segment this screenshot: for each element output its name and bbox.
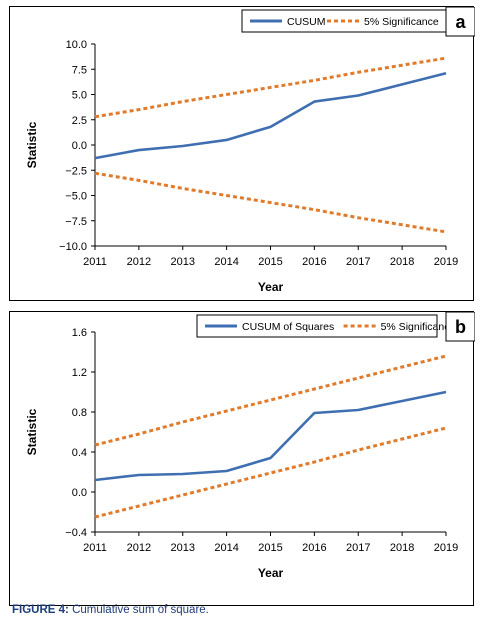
chart-a-x-tick-label: 2016 — [302, 256, 326, 268]
figure-caption: FIGURE 4: Cumulative sum of square. — [12, 604, 209, 616]
figure-caption-text: Cumulative sum of square. — [72, 604, 209, 616]
chart-b-x-tick-label: 2012 — [127, 542, 151, 554]
chart-b-series-1-line — [94, 354, 447, 447]
chart-a-y-tick-label: 7.5 — [72, 64, 87, 76]
chart-a-y-axis-title: Statistic — [25, 121, 39, 168]
chart-b-legend-label-0: CUSUM of Squares — [242, 321, 334, 333]
chart-b-y-tick-label: 0.8 — [72, 407, 87, 419]
chart-b-legend: CUSUM of Squares 5% Significance — [196, 314, 456, 338]
chart-a-series-0-line — [94, 72, 447, 160]
chart-b-legend-label-1: 5% Significance — [381, 321, 456, 333]
chart-a-y-tick-label: −5.0 — [65, 191, 87, 203]
chart-a-x-tick-label: 2019 — [434, 256, 458, 268]
chart-b-series-2-line — [94, 426, 447, 519]
chart-a-x-tick-label: 2011 — [83, 256, 107, 268]
chart-panel-a: 10.0 7.5 5.0 2.5 0.0 −2.5 −5.0 −7.5 −10.0 2011 201… — [9, 6, 475, 301]
chart-b-y-tick-label: −0.4 — [65, 527, 87, 539]
chart-a-svg: 10.0 7.5 5.0 2.5 0.0 −2.5 −5.0 −7.5 −10.0 2011 201… — [25, 7, 475, 294]
chart-a-panel-letter-box — [445, 7, 475, 37]
chart-a-x-tick-label: 2018 — [390, 256, 414, 268]
chart-a-panel-letter: a — [455, 12, 466, 32]
chart-b-y-axis-title: Statistic — [25, 408, 39, 455]
chart-a-x-axis-title: Year — [258, 280, 284, 294]
chart-b-svg: 1.6 1.2 0.8 0.4 0.0 −0.4 2011 2012 2013 2014 2015 2… — [25, 312, 475, 580]
chart-a-y-tick-label: 2.5 — [72, 115, 87, 127]
chart-a-y-tick-label: 10.0 — [66, 39, 87, 51]
chart-b-y-tick-label: 0.0 — [72, 487, 87, 499]
chart-a-y-tick-label: 5.0 — [72, 90, 87, 102]
chart-panel-b: 1.6 1.2 0.8 0.4 0.0 −0.4 2011 2012 2013 2014 2015 2… — [9, 311, 475, 606]
chart-a-y-tick-label: 0.0 — [72, 140, 87, 152]
chart-a-x-tick-label: 2015 — [258, 256, 282, 268]
chart-b-x-tick-label: 2018 — [390, 542, 414, 554]
chart-a-legend: CUSUM 5% Significance — [241, 9, 447, 33]
chart-b-y-tick-label: 1.2 — [72, 367, 87, 379]
chart-a-y-tick-label: −2.5 — [65, 165, 87, 177]
chart-a-x-tick-label: 2014 — [214, 256, 238, 268]
chart-a-x-tick-label: 2012 — [127, 256, 151, 268]
chart-a-x-tick-label: 2017 — [346, 256, 370, 268]
chart-b-series-0-line — [94, 390, 447, 482]
chart-b-x-tick-label: 2015 — [258, 542, 282, 554]
chart-b-y-tick-label: 0.4 — [72, 447, 87, 459]
chart-b-x-tick-label: 2014 — [214, 542, 238, 554]
chart-b-x-axis-title: Year — [258, 566, 284, 580]
chart-b-legend-box — [196, 314, 438, 338]
chart-a-legend-label-1: 5% Significance — [364, 16, 439, 28]
chart-a-legend-label-0: CUSUM — [287, 16, 326, 28]
chart-b-x-tick-label: 2017 — [346, 542, 370, 554]
chart-a-x-tick-label: 2013 — [171, 256, 195, 268]
chart-b-x-tick-label: 2019 — [434, 542, 458, 554]
chart-b-panel-letter: b — [455, 317, 466, 337]
chart-a-y-tick-label: −7.5 — [65, 216, 87, 228]
chart-a-series-2-line — [94, 171, 447, 234]
chart-b-y-tick-label: 1.6 — [72, 327, 87, 339]
chart-b-panel-letter-box — [445, 312, 475, 342]
figure-caption-label: FIGURE 4: — [12, 604, 69, 616]
chart-a-y-tick-label: −10.0 — [59, 241, 87, 253]
chart-b-x-tick-label: 2011 — [83, 542, 107, 554]
chart-a-series-1-line — [94, 56, 447, 119]
chart-b-x-tick-label: 2013 — [171, 542, 195, 554]
chart-b-x-tick-label: 2016 — [302, 542, 326, 554]
